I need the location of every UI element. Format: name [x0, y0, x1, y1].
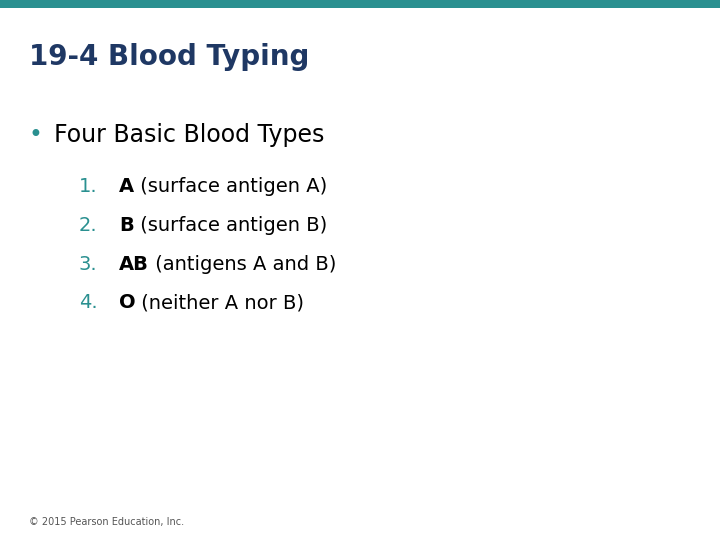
Text: AB: AB [119, 254, 148, 274]
Text: O: O [119, 293, 135, 313]
Text: 19-4 Blood Typing: 19-4 Blood Typing [29, 43, 309, 71]
Text: (neither A nor B): (neither A nor B) [135, 293, 305, 313]
Text: (surface antigen B): (surface antigen B) [133, 215, 327, 235]
Text: (antigens A and B): (antigens A and B) [148, 254, 336, 274]
Text: •: • [29, 123, 42, 147]
FancyBboxPatch shape [0, 0, 720, 8]
Text: A: A [119, 177, 134, 196]
Text: Four Basic Blood Types: Four Basic Blood Types [54, 123, 325, 147]
Text: © 2015 Pearson Education, Inc.: © 2015 Pearson Education, Inc. [29, 516, 184, 526]
Text: 2.: 2. [78, 215, 97, 235]
Text: B: B [119, 215, 133, 235]
Text: (surface antigen A): (surface antigen A) [134, 177, 327, 196]
Text: 3.: 3. [78, 254, 97, 274]
Text: 4.: 4. [78, 293, 97, 313]
Text: 1.: 1. [78, 177, 97, 196]
